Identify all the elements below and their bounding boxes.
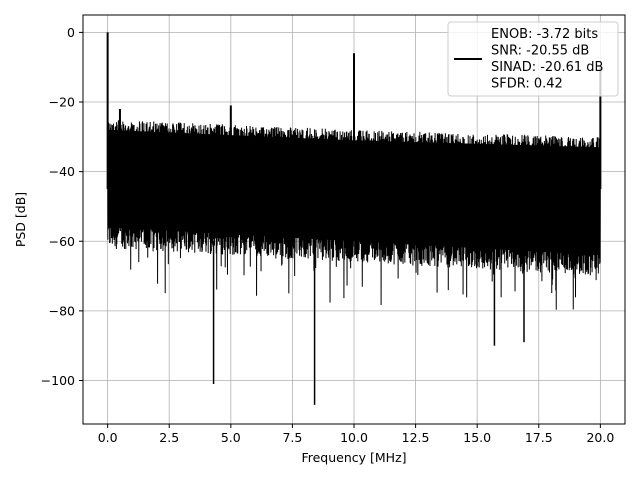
x-tick-label: 7.5 bbox=[282, 430, 302, 445]
x-tick-label: 2.5 bbox=[159, 430, 179, 445]
legend-entry-sinad: SINAD: -20.61 dB bbox=[491, 60, 603, 75]
legend-entry-sfdr: SFDR: 0.42 bbox=[491, 77, 563, 92]
x-tick-label: 12.5 bbox=[402, 430, 430, 445]
y-tick-label: −100 bbox=[41, 373, 75, 388]
y-tick-label: −80 bbox=[49, 303, 75, 318]
y-tick-label: −20 bbox=[49, 95, 75, 110]
x-tick-label: 0.0 bbox=[98, 430, 118, 445]
x-axis-label: Frequency [MHz] bbox=[301, 450, 406, 465]
y-axis-label: PSD [dB] bbox=[13, 192, 28, 247]
legend-entry-snr: SNR: -20.55 dB bbox=[491, 44, 589, 59]
y-tick-label: 0 bbox=[67, 25, 75, 40]
y-tick-label: −40 bbox=[49, 164, 75, 179]
x-tick-label: 10.0 bbox=[340, 430, 368, 445]
legend-entry-enob: ENOB: -3.72 bits bbox=[491, 27, 598, 42]
y-axis-ticks: 0 −20 −40 −60 −80 −100 bbox=[41, 25, 83, 388]
x-tick-label: 15.0 bbox=[463, 430, 491, 445]
legend: ENOB: -3.72 bits SNR: -20.55 dB SINAD: -… bbox=[447, 21, 619, 97]
x-tick-label: 5.0 bbox=[221, 430, 241, 445]
x-tick-label: 17.5 bbox=[525, 430, 553, 445]
x-tick-label: 20.0 bbox=[586, 430, 614, 445]
y-tick-label: −60 bbox=[49, 234, 75, 249]
x-axis-ticks: 0.0 2.5 5.0 7.5 10.0 12.5 15.0 17.5 20.0 bbox=[98, 424, 614, 445]
legend-box bbox=[447, 21, 619, 97]
